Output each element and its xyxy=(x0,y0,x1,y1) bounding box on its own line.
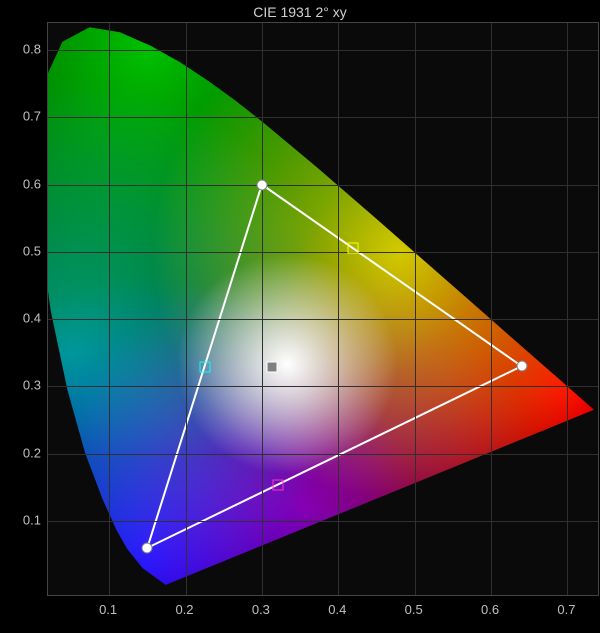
gamut-vertex-blue xyxy=(142,542,153,553)
grid-line-v xyxy=(109,23,110,595)
y-tick-label: 0.4 xyxy=(8,311,41,326)
grid-line-v xyxy=(567,23,568,595)
target-square-magenta xyxy=(272,479,283,490)
chart-container: CIE 1931 2° xy 0.1 0.2 0.3 0.4 0.5 0.6 0.7 0.1 0… xyxy=(0,0,600,633)
grid-line-h xyxy=(48,252,598,253)
chromaticity-locus xyxy=(48,23,598,595)
grid-line-v xyxy=(338,23,339,595)
grid-line-v xyxy=(491,23,492,595)
y-tick-label: 0.2 xyxy=(8,445,41,460)
grid-line-v xyxy=(415,23,416,595)
x-tick-label: 0.2 xyxy=(175,602,193,617)
grid-line-v xyxy=(262,23,263,595)
y-tick-label: 0.6 xyxy=(8,176,41,191)
chart-title: CIE 1931 2° xy xyxy=(0,4,600,20)
y-tick-label: 0.5 xyxy=(8,243,41,258)
gamut-vertex-green xyxy=(256,179,267,190)
grid-line-h xyxy=(48,319,598,320)
y-tick-label: 0.7 xyxy=(8,109,41,124)
x-tick-label: 0.3 xyxy=(252,602,270,617)
x-tick-label: 0.5 xyxy=(405,602,423,617)
y-tick-label: 0.3 xyxy=(8,378,41,393)
grid-line-h xyxy=(48,521,598,522)
target-square-yellow xyxy=(347,243,358,254)
plot-area xyxy=(47,22,599,596)
gamut-vertex-red xyxy=(516,361,527,372)
gamut-triangle xyxy=(48,23,598,595)
grid-line-h xyxy=(48,185,598,186)
target-square-cyan xyxy=(199,361,210,372)
x-tick-label: 0.4 xyxy=(328,602,346,617)
x-tick-label: 0.7 xyxy=(557,602,575,617)
grid-line-h xyxy=(48,454,598,455)
x-tick-label: 0.1 xyxy=(99,602,117,617)
y-tick-label: 0.1 xyxy=(8,512,41,527)
x-tick-label: 0.6 xyxy=(481,602,499,617)
grid-line-h xyxy=(48,386,598,387)
y-tick-label: 0.8 xyxy=(8,41,41,56)
target-square-white xyxy=(266,361,277,372)
grid-line-h xyxy=(48,117,598,118)
grid-line-h xyxy=(48,50,598,51)
grid-line-v xyxy=(186,23,187,595)
